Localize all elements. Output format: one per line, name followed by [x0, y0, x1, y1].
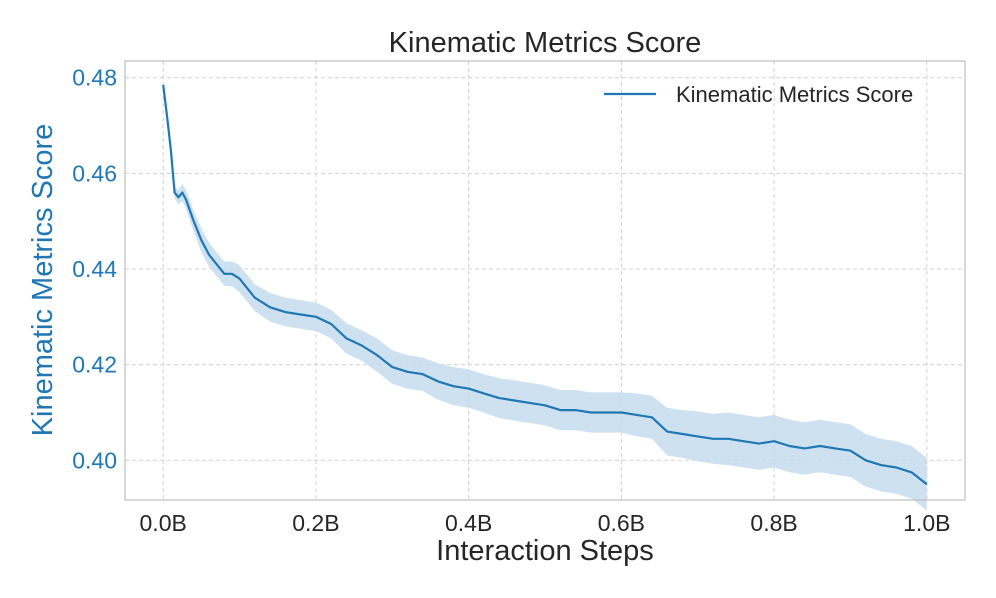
x-tick-label: 0.4B [445, 510, 492, 536]
series-line-group [162, 84, 928, 486]
x-tick-label: 0.8B [750, 510, 797, 536]
confidence-band [163, 82, 927, 511]
y-tick-label: 0.46 [72, 160, 117, 186]
plot-frame [124, 60, 966, 501]
y-tick-label: 0.40 [72, 447, 117, 473]
legend-label: Kinematic Metrics Score [676, 82, 913, 107]
series-line [162, 84, 928, 486]
legend: Kinematic Metrics Score [604, 82, 913, 107]
x-tick-label: 0.0B [140, 510, 187, 536]
y-tick-label: 0.44 [72, 256, 117, 282]
x-tick-label: 0.2B [292, 510, 339, 536]
confidence-band-group [163, 82, 927, 511]
y-axis-ticks: 0.40 0.42 0.44 0.46 0.48 [72, 65, 117, 474]
y-tick-label: 0.48 [72, 65, 117, 91]
x-tick-label: 1.0B [903, 510, 950, 536]
x-axis-label: Interaction Steps [436, 535, 654, 567]
y-axis-label: Kinematic Metrics Score [27, 124, 59, 437]
x-tick-label: 0.6B [598, 510, 645, 536]
chart-title: Kinematic Metrics Score [389, 27, 702, 59]
y-tick-label: 0.42 [72, 352, 117, 378]
x-axis-ticks: 0.0B 0.2B 0.4B 0.6B 0.8B 1.0B [140, 510, 951, 536]
